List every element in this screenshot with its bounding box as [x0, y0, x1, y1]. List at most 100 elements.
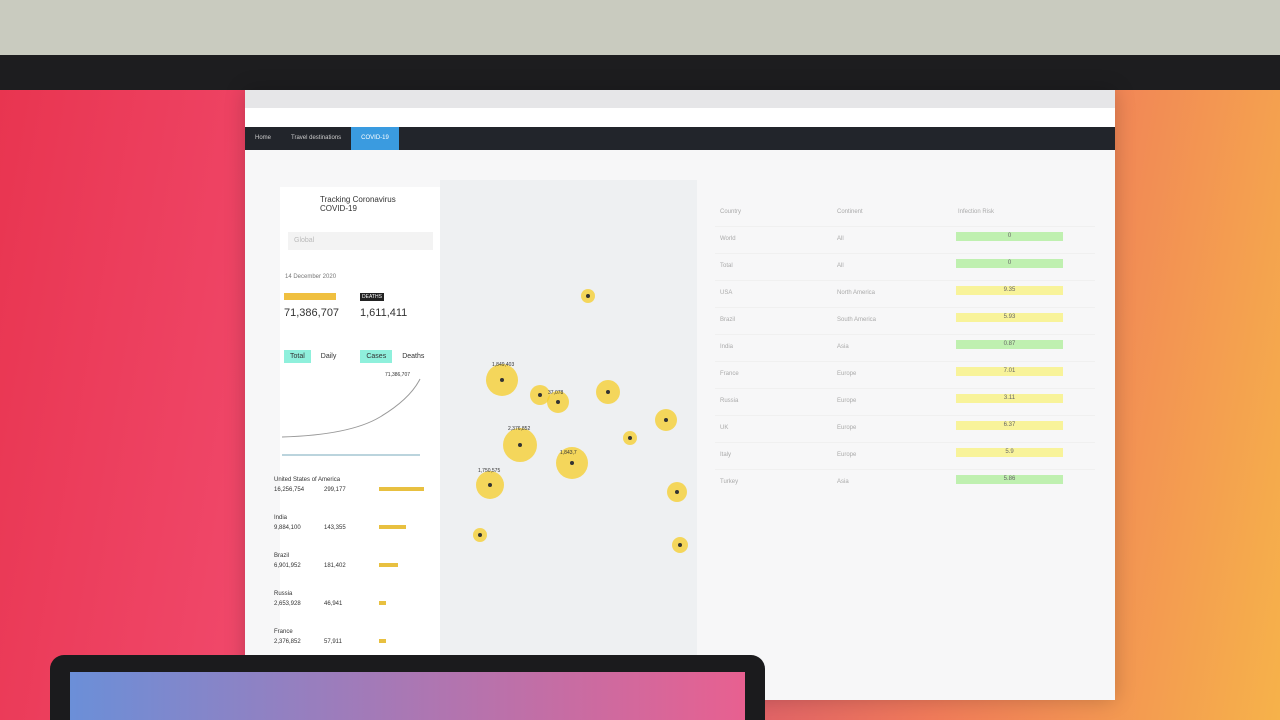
- continent-cell: South America: [837, 317, 877, 323]
- map-label: 1,750,575: [478, 468, 501, 474]
- country-cases: 6,901,952: [274, 563, 301, 569]
- nav-item[interactable]: Home: [255, 135, 272, 141]
- cases-badge: [284, 293, 336, 300]
- country-deaths: 46,941: [324, 601, 343, 607]
- nav-item[interactable]: COVID-19: [351, 127, 399, 150]
- bubble-center: [606, 390, 610, 394]
- country-deaths: 57,911: [324, 639, 342, 645]
- toggle[interactable]: Deaths: [402, 353, 425, 360]
- table-row: Italy Europe 5.9: [715, 442, 1095, 469]
- bubble-center: [678, 543, 682, 547]
- risk-cell: 0: [956, 259, 1063, 268]
- continent-cell: Europe: [837, 425, 857, 431]
- toggle[interactable]: Total: [284, 350, 311, 363]
- column-header: Continent: [837, 209, 863, 215]
- case-bar: [379, 639, 386, 643]
- continent-cell: Europe: [837, 398, 857, 404]
- country-cell: France: [720, 371, 739, 377]
- map-label: 1,849,403: [492, 362, 515, 368]
- continent-cell: Asia: [837, 344, 849, 350]
- table-row: World All 0: [715, 226, 1095, 253]
- total-cases: 71,386,707: [284, 307, 340, 319]
- side-panel: Tracking Coronavirus COVID-19 Global 14 …: [274, 187, 440, 657]
- map-label: 2,376,852: [508, 426, 531, 432]
- country-cases: 9,884,100: [274, 525, 301, 531]
- bubble-center: [478, 533, 482, 537]
- country-cell: Total: [720, 263, 733, 269]
- country-cell: India: [720, 344, 734, 350]
- laptop-screen: [70, 672, 745, 720]
- continent-cell: Europe: [837, 371, 857, 377]
- map-label: 1,843,7: [560, 450, 577, 456]
- risk-cell: 7.01: [956, 367, 1063, 376]
- bubble-center: [628, 436, 632, 440]
- risk-table: Country Continent Infection Risk World All 0 T…: [715, 200, 1095, 496]
- risk-cell: 5.86: [956, 475, 1063, 484]
- table-row: India Asia 0.87: [715, 334, 1095, 361]
- country-cell: Russia: [720, 398, 739, 404]
- browser-tabs: [245, 90, 1115, 108]
- toggles: Total Daily Cases Deaths: [284, 350, 434, 363]
- bubble-center: [488, 483, 492, 487]
- trend-line: [281, 378, 421, 438]
- toggle[interactable]: Daily: [320, 353, 337, 360]
- country-deaths: 143,355: [324, 525, 346, 531]
- risk-cell: 5.9: [956, 448, 1063, 457]
- continent-cell: All: [837, 236, 844, 242]
- country-name: France: [274, 629, 293, 635]
- country-name: Brazil: [274, 553, 290, 559]
- continent-cell: Europe: [837, 452, 857, 458]
- country-cases: 2,653,928: [274, 601, 301, 607]
- bubble-center: [500, 378, 504, 382]
- panel-title: Tracking Coronavirus COVID-19: [320, 195, 396, 213]
- risk-cell: 3.11: [956, 394, 1063, 403]
- country-cell: USA: [720, 290, 733, 296]
- column-header: Infection Risk: [958, 209, 995, 215]
- risk-cell: 0: [956, 232, 1063, 241]
- country-deaths: 181,402: [324, 563, 346, 569]
- country-cases: 2,376,852: [274, 639, 301, 645]
- map-label: 37,078: [548, 390, 564, 396]
- bubble-center: [570, 461, 574, 465]
- case-bar: [379, 563, 399, 567]
- case-bar: [379, 487, 424, 491]
- country-cell: World: [720, 236, 736, 242]
- table-row: Brazil South America 5.93: [715, 307, 1095, 334]
- bubble-center: [518, 443, 522, 447]
- country-deaths: 299,177: [324, 487, 346, 493]
- country-cell: UK: [720, 425, 729, 431]
- date: 14 December 2020: [285, 274, 337, 280]
- bubble-center: [586, 294, 590, 298]
- continent-cell: All: [837, 263, 844, 269]
- risk-cell: 5.93: [956, 313, 1063, 322]
- deaths-badge: DEATHS: [360, 293, 384, 301]
- monitor-bezel: [0, 55, 1280, 90]
- table-row: Total All 0: [715, 253, 1095, 280]
- total-deaths: 1,611,411: [360, 307, 408, 319]
- case-bar: [379, 525, 407, 529]
- country-cell: Brazil: [720, 317, 736, 323]
- table-row: UK Europe 6.37: [715, 415, 1095, 442]
- country-cases: 16,256,754: [274, 487, 305, 493]
- map: 1,849,403 37,078 2,376,852 1,843,7 1,750,575: [440, 180, 697, 660]
- chart-label: 71,386,707: [385, 372, 411, 378]
- table-header: Country Continent Infection Risk: [715, 200, 1095, 226]
- table-row: Russia Europe 3.11: [715, 388, 1095, 415]
- table-row: France Europe 7.01: [715, 361, 1095, 388]
- bubble-center: [556, 400, 560, 404]
- region-select[interactable]: Global: [288, 232, 433, 250]
- country-name: United States of America: [274, 477, 341, 483]
- column-header: Country: [720, 209, 742, 215]
- address-bar: [245, 108, 1115, 127]
- monitor-screen: Home Travel destinations COVID-19 Tracking…: [245, 90, 1115, 700]
- continent-cell: Asia: [837, 479, 849, 485]
- nav-item[interactable]: Travel destinations: [291, 135, 342, 141]
- bubble-center: [538, 393, 542, 397]
- toggle[interactable]: Cases: [360, 350, 393, 363]
- continent-cell: North America: [837, 290, 876, 296]
- table-row: USA North America 9.35: [715, 280, 1095, 307]
- country-cell: Turkey: [720, 479, 739, 485]
- trend-chart: [281, 378, 421, 456]
- risk-cell: 6.37: [956, 421, 1063, 430]
